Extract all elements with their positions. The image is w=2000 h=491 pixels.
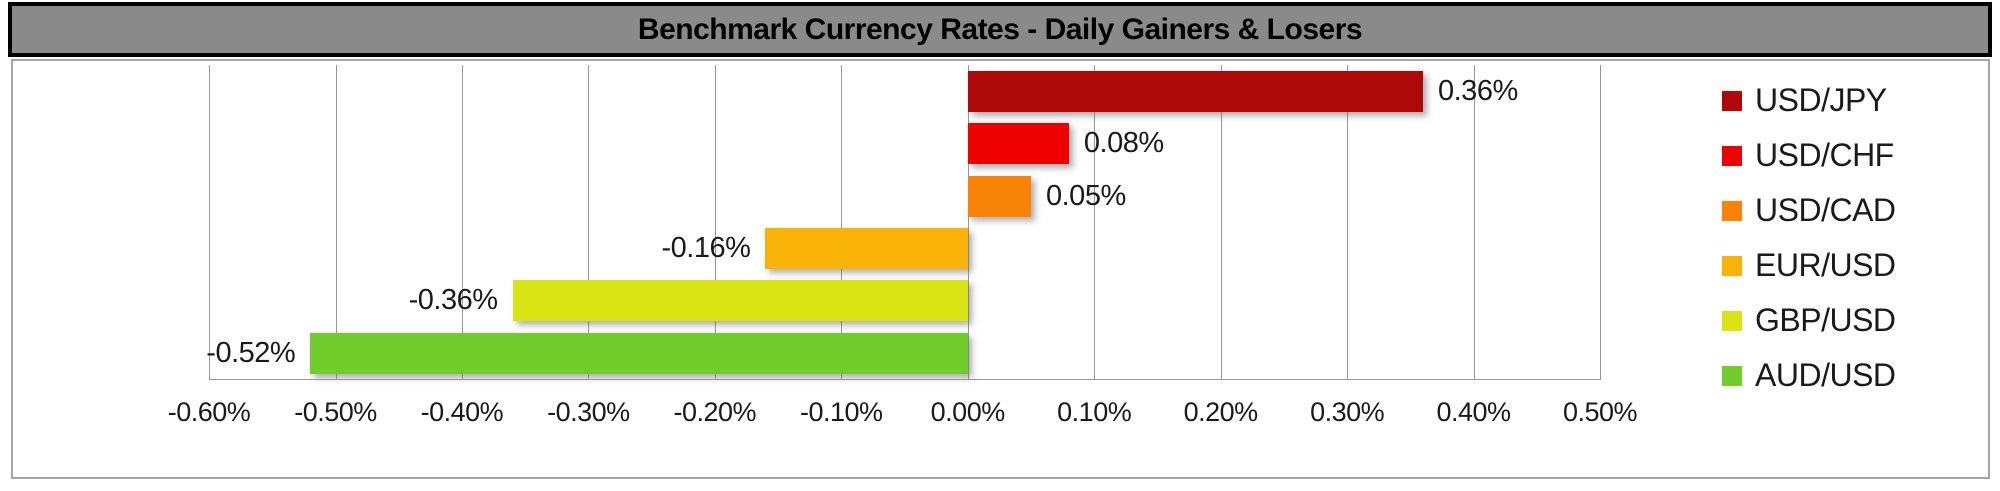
x-tick-label: 0.10% [1057, 397, 1132, 427]
legend-item-usd-chf: USD/CHF [1722, 128, 1972, 183]
legend-item-eur-usd: EUR/USD [1722, 238, 1972, 293]
legend-label: EUR/USD [1755, 247, 1896, 283]
legend-swatch-icon [1722, 365, 1742, 386]
x-axis-tick-labels: -0.60% -0.50% -0.40% -0.30% -0.20% -0.10% 0.00… [168, 397, 1638, 437]
x-tick-label: 0.00% [930, 397, 1006, 427]
legend-label: USD/JPY [1755, 82, 1887, 118]
legend-swatch-icon [1722, 90, 1742, 111]
gridline [1473, 65, 1475, 379]
chart-area: 0.36% 0.08% 0.05% -0.16% -0.36% -0.52% -0.60%… [11, 59, 1990, 479]
plot-area: 0.36% 0.08% 0.05% -0.16% -0.36% -0.52% [206, 65, 1601, 379]
x-tick-label: -0.20% [673, 397, 757, 427]
bar-usd-jpy [967, 71, 1423, 112]
gridline [335, 65, 337, 379]
legend-label: AUD/USD [1755, 357, 1896, 393]
gridline [461, 65, 463, 379]
gridline [588, 65, 590, 379]
legend-item-gbp-usd: GBP/USD [1722, 293, 1972, 348]
data-label-usd-chf: 0.08% [1083, 127, 1164, 160]
legend: USD/JPY USD/CHF USD/CAD EUR/USD GBP/USD AUD/U… [1722, 73, 1972, 403]
x-tick-label: -0.10% [800, 397, 883, 427]
gridline [1347, 65, 1349, 379]
legend-item-aud-usd: AUD/USD [1722, 348, 1972, 403]
x-tick-label: 0.30% [1310, 397, 1385, 427]
chart-title-bar: Benchmark Currency Rates - Daily Gainers… [8, 2, 1992, 57]
bar-usd-chf [967, 123, 1069, 165]
legend-swatch-icon [1722, 255, 1742, 276]
legend-swatch-icon [1722, 310, 1742, 331]
legend-label: USD/CAD [1755, 192, 1896, 228]
gridline [1094, 65, 1096, 379]
legend-label: GBP/USD [1755, 302, 1896, 338]
bar-eur-usd [765, 228, 968, 269]
legend-item-usd-jpy: USD/JPY [1722, 73, 1972, 128]
gridline [209, 65, 210, 379]
gridline [841, 65, 843, 379]
gridline [967, 65, 969, 379]
x-tick-label: 0.50% [1562, 397, 1638, 427]
data-label-usd-cad: 0.05% [1046, 179, 1126, 212]
bar-aud-usd [310, 332, 968, 374]
data-label-aud-usd: -0.52% [206, 336, 296, 369]
x-tick-label: -0.50% [294, 397, 377, 427]
x-tick-label: 0.20% [1183, 397, 1259, 427]
legend-swatch-icon [1722, 200, 1742, 221]
x-tick-label: -0.60% [167, 397, 251, 427]
gridline [1220, 65, 1222, 379]
data-label-usd-jpy: 0.36% [1438, 75, 1518, 107]
gridline [1600, 65, 1601, 379]
data-label-gbp-usd: -0.36% [408, 284, 498, 317]
bar-gbp-usd [512, 280, 968, 322]
legend-item-usd-cad: USD/CAD [1722, 183, 1972, 238]
x-axis-line [209, 379, 1601, 380]
legend-label: USD/CHF [1755, 137, 1894, 173]
data-label-eur-usd: -0.16% [661, 232, 751, 264]
x-tick-label: -0.40% [420, 397, 504, 427]
chart-title: Benchmark Currency Rates - Daily Gainers… [637, 12, 1363, 46]
legend-swatch-icon [1722, 145, 1742, 166]
bar-usd-cad [967, 175, 1031, 217]
x-tick-label: -0.30% [547, 397, 630, 427]
gridline [714, 65, 716, 379]
x-tick-label: 0.40% [1436, 397, 1511, 427]
